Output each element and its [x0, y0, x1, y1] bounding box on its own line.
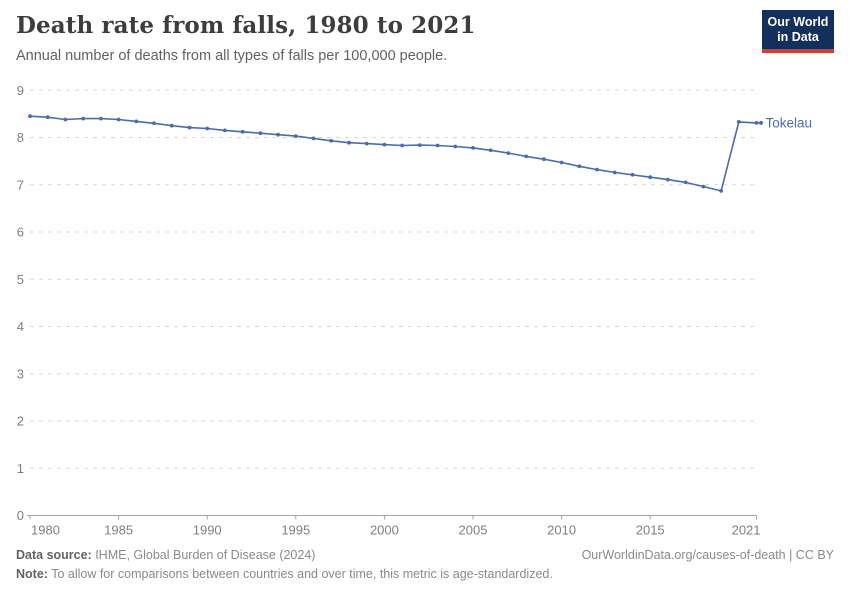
data-point[interactable]: [400, 143, 404, 148]
data-point[interactable]: [417, 143, 422, 148]
y-tick-label: 4: [17, 319, 24, 334]
y-tick-label: 9: [17, 83, 24, 98]
data-point[interactable]: [152, 121, 156, 126]
chart-header: Death rate from falls, 1980 to 2021 Annu…: [16, 12, 750, 64]
data-point[interactable]: [329, 138, 334, 143]
y-tick-label: 1: [17, 461, 24, 476]
data-point[interactable]: [648, 175, 653, 180]
data-point[interactable]: [28, 114, 32, 119]
data-point[interactable]: [63, 117, 68, 122]
data-point[interactable]: [258, 131, 263, 136]
y-tick-label: 6: [17, 225, 24, 240]
data-point[interactable]: [506, 151, 511, 156]
x-tick-label: 1990: [193, 523, 222, 538]
data-point[interactable]: [683, 180, 688, 185]
chart-note: Note: To allow for comparisons between c…: [16, 567, 553, 581]
data-point[interactable]: [754, 121, 759, 125]
data-point[interactable]: [99, 116, 103, 121]
x-tick-label: 2005: [459, 523, 488, 538]
data-point[interactable]: [630, 172, 635, 177]
data-source: Data source: IHME, Global Burden of Dise…: [16, 546, 315, 565]
data-point[interactable]: [169, 123, 174, 128]
data-point[interactable]: [134, 119, 139, 124]
data-point[interactable]: [542, 157, 546, 162]
series-line-tokelau[interactable]: [29, 115, 757, 192]
data-point[interactable]: [81, 116, 86, 121]
data-point[interactable]: [701, 184, 706, 189]
data-point[interactable]: [240, 129, 245, 134]
x-tick-label: 1980: [31, 523, 60, 538]
data-point[interactable]: [276, 132, 280, 137]
data-point[interactable]: [116, 117, 121, 122]
data-source-label: Data source:: [16, 548, 92, 562]
data-point[interactable]: [293, 134, 298, 139]
y-tick-label: 5: [17, 272, 24, 287]
data-point[interactable]: [577, 164, 582, 169]
owid-logo-line1: Our World: [767, 15, 829, 29]
data-point[interactable]: [364, 141, 369, 146]
data-point[interactable]: [347, 140, 351, 145]
owid-logo[interactable]: Our World in Data: [762, 10, 834, 53]
data-point[interactable]: [45, 115, 50, 120]
chart-footer: Data source: IHME, Global Burden of Dise…: [16, 546, 834, 585]
data-point[interactable]: [595, 167, 599, 172]
x-tick-label: 2000: [370, 523, 399, 538]
data-point[interactable]: [559, 160, 564, 165]
data-point[interactable]: [205, 126, 210, 131]
y-tick-label: 8: [17, 130, 24, 145]
data-point[interactable]: [488, 148, 493, 153]
data-point[interactable]: [311, 136, 316, 141]
y-tick-label: 0: [17, 508, 24, 523]
data-point[interactable]: [435, 143, 440, 148]
x-tick-label: 2015: [636, 523, 665, 538]
data-point[interactable]: [719, 189, 723, 193]
data-source-text: IHME, Global Burden of Disease (2024): [91, 548, 316, 562]
note-label: Note:: [16, 567, 48, 582]
data-point[interactable]: [382, 142, 387, 147]
chart-subtitle: Annual number of deaths from all types o…: [16, 48, 448, 64]
page-title: Death rate from falls, 1980 to 2021: [16, 12, 476, 39]
data-point[interactable]: [223, 128, 227, 133]
y-tick-label: 3: [17, 366, 24, 381]
x-tick-label: 2010: [547, 523, 576, 538]
data-point[interactable]: [524, 154, 529, 159]
data-point[interactable]: [187, 125, 192, 130]
end-label-dot: [759, 120, 764, 125]
owid-url-link[interactable]: OurWorldinData.org/causes-of-death | CC …: [581, 548, 834, 562]
data-point[interactable]: [612, 170, 617, 175]
note-text: To allow for comparisons between countri…: [47, 567, 553, 582]
data-point[interactable]: [471, 146, 475, 150]
y-tick-label: 7: [17, 177, 24, 192]
x-tick-label: 1995: [281, 523, 310, 538]
x-tick-label: 2021: [732, 523, 761, 538]
y-tick-label: 2: [17, 414, 24, 429]
data-point[interactable]: [666, 177, 670, 182]
x-tick-label: 1985: [104, 523, 133, 538]
data-point[interactable]: [453, 144, 458, 149]
series-end-label[interactable]: Tokelau: [766, 115, 813, 130]
owid-logo-line2: in Data: [777, 30, 819, 44]
data-point[interactable]: [736, 120, 741, 124]
